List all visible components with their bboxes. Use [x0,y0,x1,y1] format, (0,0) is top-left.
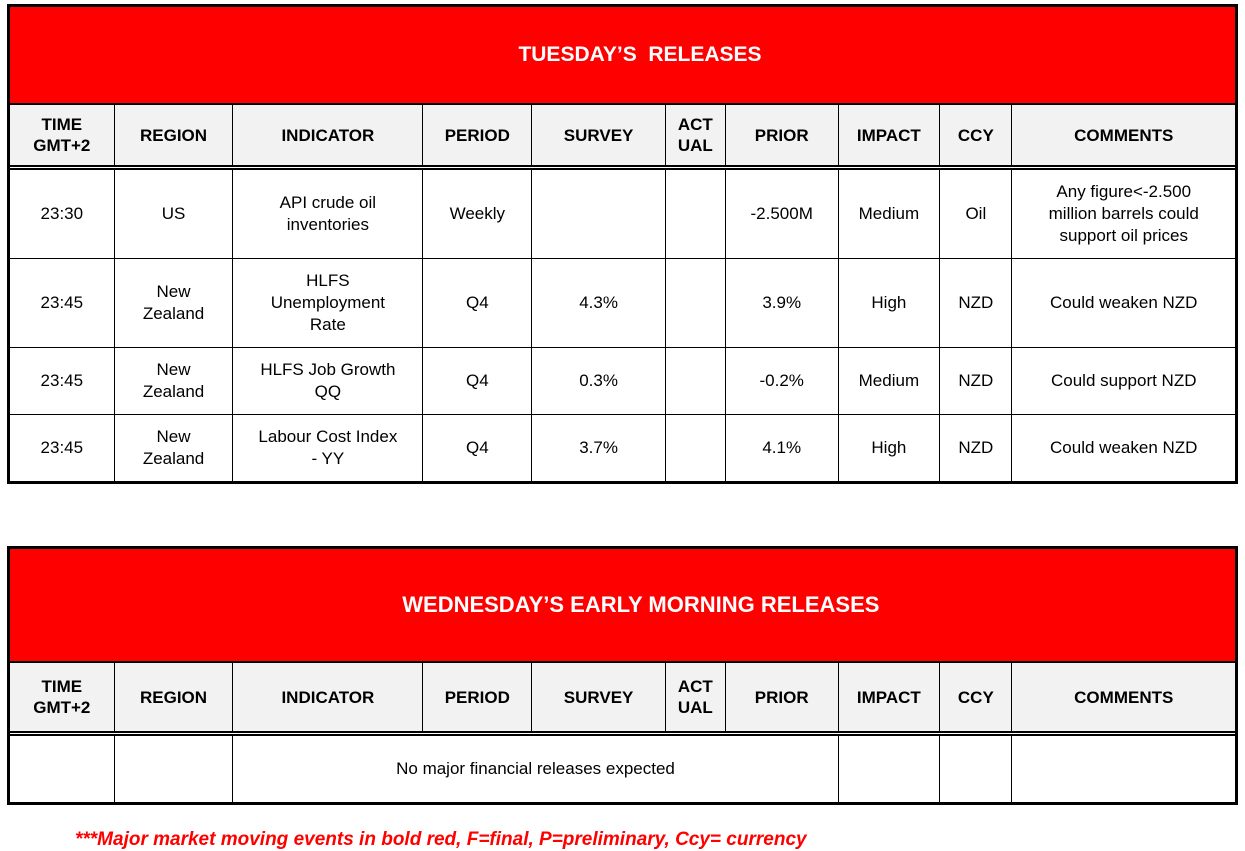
tuesdays-releases-grid: TIME GMT+2 REGION INDICATOR PERIOD SURVEY ACT… [10,105,1235,481]
column-header-impact: IMPACT [837,663,941,736]
empty-cell [664,347,726,415]
table-cell: Labour Cost Index - YY [232,414,424,481]
table-cell: Weekly [422,167,533,259]
table-cell: HLFS Unemployment Rate [232,258,424,348]
table-cell: High [837,414,941,481]
table-cell: Could weaken NZD [1011,414,1235,481]
table-cell: -2.500M [724,167,839,259]
table-cell: 3.9% [724,258,839,348]
table-row: 23:45 New Zealand HLFS Job Growth QQ Q4 0.3%… [10,347,1235,415]
empty-cell [1011,733,1235,802]
table-row: 23:45 New Zealand Labour Cost Index - YY Q4… [10,414,1235,481]
table-cell: Could weaken NZD [1011,258,1235,348]
column-header-indicator: INDICATOR [232,663,424,736]
column-header-region: REGION [113,105,234,170]
column-header-survey: SURVEY [531,105,666,170]
table-cell: 23:30 [10,167,115,259]
table-cell: 23:45 [10,258,115,348]
table-cell: New Zealand [113,414,234,481]
empty-cell [837,733,941,802]
column-header-comments: COMMENTS [1011,663,1235,736]
empty-cell [664,167,726,259]
table-cell: Medium [837,167,941,259]
empty-cell [531,167,666,259]
column-header-prior: PRIOR [724,105,839,170]
wednesdays-releases-grid: TIME GMT+2 REGION INDICATOR PERIOD SURVEY ACT… [10,663,1235,802]
table-cell: Oil [939,167,1013,259]
table-cell: Any figure<-2.500 million barrels could … [1011,167,1235,259]
table-cell: HLFS Job Growth QQ [232,347,424,415]
column-header-region: REGION [113,663,234,736]
column-header-ccy: CCY [939,105,1013,170]
table-cell: NZD [939,347,1013,415]
table-cell: API crude oil inventories [232,167,424,259]
column-header-ccy: CCY [939,663,1013,736]
table-cell: 0.3% [531,347,666,415]
empty-cell [113,733,234,802]
table-cell: -0.2% [724,347,839,415]
tuesdays-title-banner: TUESDAY’S RELEASES [10,7,1235,105]
table-row: 23:45 New Zealand HLFS Unemployment Rate Q4… [10,258,1235,348]
wednesdays-releases-table: WEDNESDAY’S EARLY MORNING RELEASES TIME … [7,546,1238,805]
header-row: TIME GMT+2 REGION INDICATOR PERIOD SURVEY ACT… [10,105,1235,170]
tuesdays-releases-table: TUESDAY’S RELEASES TIME GMT+2 REGION INDIC… [7,4,1238,484]
column-header-act-ual: ACT UAL [664,663,726,736]
table-cell: Q4 [422,414,533,481]
table-cell: High [837,258,941,348]
empty-cell [664,414,726,481]
column-header-time-gmt-2: TIME GMT+2 [10,105,115,170]
column-header-comments: COMMENTS [1011,105,1235,170]
table-cell: 23:45 [10,414,115,481]
table-cell: New Zealand [113,347,234,415]
table-cell: Medium [837,347,941,415]
header-row: TIME GMT+2 REGION INDICATOR PERIOD SURVEY ACT… [10,663,1235,736]
table-cell: 23:45 [10,347,115,415]
column-header-act-ual: ACT UAL [664,105,726,170]
table-cell: Could support NZD [1011,347,1235,415]
table-cell: NZD [939,414,1013,481]
empty-cell [664,258,726,348]
table-cell: Q4 [422,347,533,415]
empty-cell [939,733,1013,802]
no-releases-note: No major financial releases expected [232,733,839,802]
column-header-period: PERIOD [422,105,533,170]
column-header-period: PERIOD [422,663,533,736]
table-cell: NZD [939,258,1013,348]
empty-cell [10,733,115,802]
table-row: 23:30 US API crude oil inventories Weekly -2… [10,167,1235,259]
table-cell: New Zealand [113,258,234,348]
wednesdays-title-banner: WEDNESDAY’S EARLY MORNING RELEASES [10,549,1235,663]
column-header-prior: PRIOR [724,663,839,736]
column-header-indicator: INDICATOR [232,105,424,170]
table-title: WEDNESDAY’S EARLY MORNING RELEASES [402,592,880,617]
table-title: TUESDAY’S RELEASES [518,43,762,66]
column-header-survey: SURVEY [531,663,666,736]
column-header-impact: IMPACT [837,105,941,170]
column-header-time-gmt-2: TIME GMT+2 [10,663,115,736]
table-cell: 4.1% [724,414,839,481]
table-cell: 3.7% [531,414,666,481]
table-cell: US [113,167,234,259]
table-row: No major financial releases expected [10,733,1235,802]
footnote: ***Major market moving events in bold re… [75,829,807,850]
table-cell: 4.3% [531,258,666,348]
table-cell: Q4 [422,258,533,348]
